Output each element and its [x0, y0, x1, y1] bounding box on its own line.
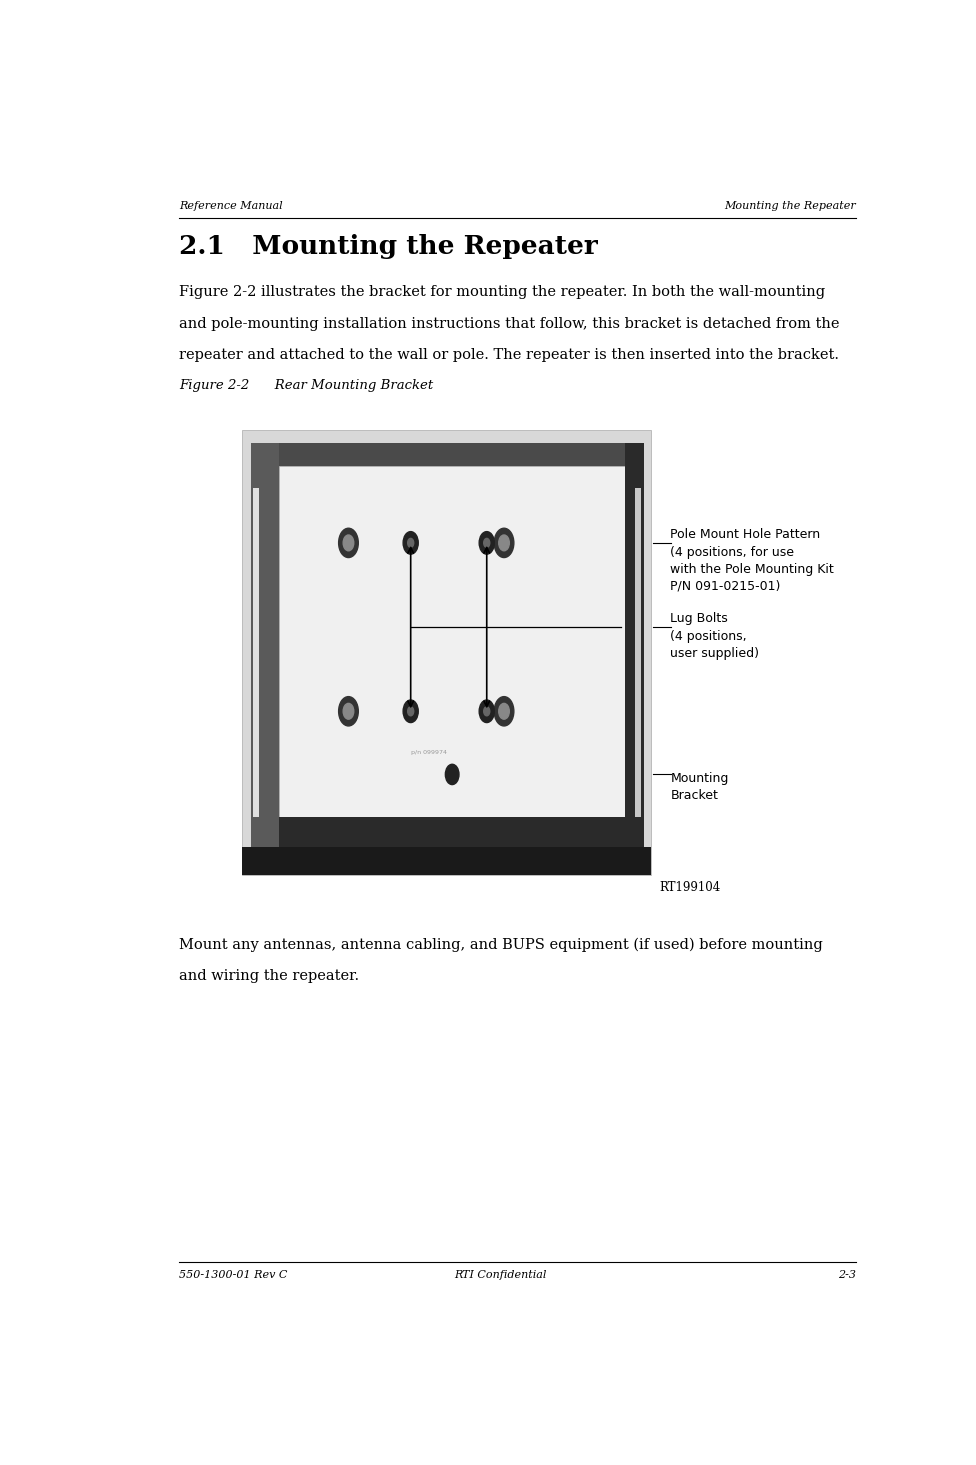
Text: repeater and attached to the wall or pole. The repeater is then inserted into th: repeater and attached to the wall or pol…: [179, 349, 838, 362]
Text: Pole Mount Hole Pattern: Pole Mount Hole Pattern: [671, 527, 821, 541]
Bar: [279, 466, 625, 816]
Text: RTI Confidential: RTI Confidential: [454, 1270, 547, 1280]
Text: (4 positions, for use
with the Pole Mounting Kit
P/N 091-0215-01): (4 positions, for use with the Pole Moun…: [671, 546, 834, 592]
Text: Figure 2-2 illustrates the bracket for mounting the repeater. In both the wall-m: Figure 2-2 illustrates the bracket for m…: [179, 286, 825, 299]
Circle shape: [479, 700, 494, 722]
Circle shape: [494, 697, 513, 727]
Bar: [634, 488, 641, 816]
Text: Mounting
Bracket: Mounting Bracket: [671, 772, 729, 801]
Bar: [625, 442, 644, 861]
Circle shape: [408, 538, 414, 548]
Text: Lug Bolts: Lug Bolts: [671, 612, 728, 626]
Bar: [253, 488, 259, 816]
Bar: [251, 442, 644, 861]
Circle shape: [344, 703, 353, 719]
Circle shape: [499, 535, 509, 551]
Text: Mounting the Repeater: Mounting the Repeater: [724, 201, 856, 211]
Circle shape: [403, 532, 419, 554]
Circle shape: [499, 703, 509, 719]
Circle shape: [484, 538, 490, 548]
Bar: [251, 442, 279, 861]
Circle shape: [479, 532, 494, 554]
Bar: [241, 847, 652, 875]
Circle shape: [339, 529, 358, 558]
Circle shape: [403, 700, 419, 722]
Circle shape: [494, 529, 513, 558]
Bar: [241, 429, 652, 875]
Text: Reference Manual: Reference Manual: [179, 201, 282, 211]
Text: 2.1   Mounting the Repeater: 2.1 Mounting the Repeater: [179, 234, 597, 259]
Bar: [279, 816, 625, 861]
Circle shape: [408, 706, 414, 716]
Text: Mount any antennas, antenna cabling, and BUPS equipment (if used) before mountin: Mount any antennas, antenna cabling, and…: [179, 938, 823, 952]
Text: RT199104: RT199104: [659, 880, 720, 894]
Text: 550-1300-01 Rev C: 550-1300-01 Rev C: [179, 1270, 287, 1280]
Text: and pole-mounting installation instructions that follow, this bracket is detache: and pole-mounting installation instructi…: [179, 316, 839, 331]
Text: Figure 2-2      Rear Mounting Bracket: Figure 2-2 Rear Mounting Bracket: [179, 379, 433, 391]
Text: p/n 099974: p/n 099974: [411, 750, 447, 754]
Circle shape: [484, 706, 490, 716]
Text: and wiring the repeater.: and wiring the repeater.: [179, 968, 359, 983]
Circle shape: [445, 765, 459, 785]
Circle shape: [344, 535, 353, 551]
Text: (4 positions,
user supplied): (4 positions, user supplied): [671, 630, 759, 659]
Text: 2-3: 2-3: [837, 1270, 856, 1280]
Circle shape: [339, 697, 358, 727]
